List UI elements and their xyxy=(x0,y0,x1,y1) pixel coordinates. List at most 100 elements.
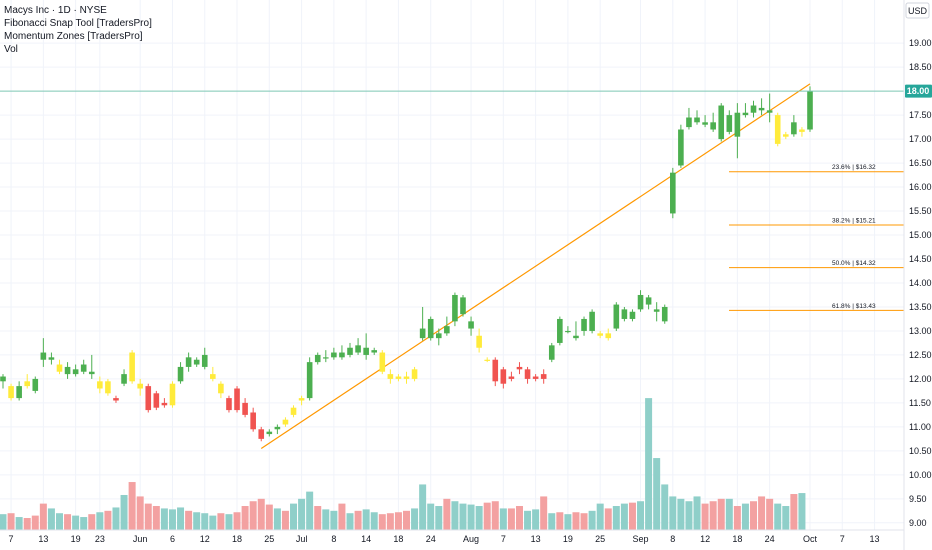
volume-bar xyxy=(403,510,410,530)
candle xyxy=(548,342,555,363)
fib-level-label: 38.2% | $15.21 xyxy=(832,217,876,224)
x-tick-label: 18 xyxy=(732,534,742,544)
candle xyxy=(145,383,152,413)
x-tick-label: 6 xyxy=(170,534,175,544)
chart-legend[interactable]: Macys Inc · 1D · NYSE Fibonacci Snap Too… xyxy=(4,4,152,56)
candle-body xyxy=(48,357,55,360)
currency-box[interactable] xyxy=(905,2,930,19)
candle-body xyxy=(185,357,192,367)
candle xyxy=(298,395,305,406)
legend-indicator-momentum[interactable]: Momentum Zones [TradersPro] xyxy=(4,31,143,42)
price-axis[interactable]: 9.00 9.50 10.00 10.50 11.00 11.50 12.00 12.50 13… xyxy=(909,38,932,528)
volume-bar xyxy=(15,517,23,530)
candle-body xyxy=(64,366,71,375)
candle xyxy=(452,292,458,327)
candle xyxy=(645,294,652,310)
candle xyxy=(48,352,55,365)
y-tick-label: 15.00 xyxy=(909,230,932,240)
volume-bar xyxy=(491,501,499,530)
candle-body xyxy=(694,117,700,123)
volume-bar xyxy=(524,510,532,530)
time-axis[interactable]: 7 13 19 23 Jun 6 12 18 25 Jul 8 14 18 24 Aug 7 13 19 25 Sep… xyxy=(9,534,880,544)
candle-body xyxy=(403,376,410,379)
candle xyxy=(314,352,321,365)
candle-body xyxy=(605,333,612,339)
volume-bar xyxy=(290,503,298,530)
candle-body xyxy=(0,376,6,382)
volume-bar xyxy=(741,503,749,530)
trendline xyxy=(260,83,811,449)
y-tick-label: 9.00 xyxy=(909,518,927,528)
candle-body xyxy=(500,369,507,384)
candle-body xyxy=(97,381,103,389)
candle xyxy=(766,93,773,123)
candle-body xyxy=(581,318,587,331)
candle-body xyxy=(387,374,394,379)
volume-bar xyxy=(80,517,88,530)
x-tick-label: 24 xyxy=(426,534,436,544)
volume-bar xyxy=(72,515,80,530)
candle xyxy=(573,321,579,341)
candle xyxy=(137,378,143,396)
candle xyxy=(411,366,418,382)
candle-body xyxy=(40,352,47,360)
volume-bar xyxy=(766,498,774,530)
candle-body xyxy=(282,419,289,425)
volume-bar xyxy=(435,506,443,530)
x-tick-label: 12 xyxy=(200,534,210,544)
x-tick-label: 18 xyxy=(393,534,403,544)
candle xyxy=(581,316,587,336)
legend-symbol[interactable]: Macys Inc · 1D · NYSE xyxy=(4,5,107,16)
y-tick-label: 17.00 xyxy=(909,134,932,144)
candle xyxy=(387,369,394,384)
candle xyxy=(201,347,208,370)
volume-bar xyxy=(120,494,128,530)
candle xyxy=(670,167,676,219)
legend-indicator-fib[interactable]: Fibonacci Snap Tool [TradersPro] xyxy=(4,18,152,29)
volume-bar xyxy=(790,494,798,530)
volume-bar xyxy=(306,491,314,530)
candle-body xyxy=(323,357,329,359)
fibonacci-levels: 23.6% | $16.32 38.2% | $15.21 50.0% | $14.… xyxy=(729,164,904,311)
y-tick-label: 15.50 xyxy=(909,206,932,216)
candle xyxy=(250,407,256,432)
volume-bar xyxy=(55,513,63,530)
volume-bar xyxy=(580,513,588,530)
candle-body xyxy=(670,172,676,214)
volume-bar xyxy=(725,498,733,530)
candle xyxy=(774,112,781,147)
candle-body xyxy=(476,335,482,348)
volume-bar xyxy=(564,514,572,530)
candle xyxy=(218,381,224,399)
candle-body xyxy=(782,134,789,137)
candle-body xyxy=(121,374,127,384)
volume-bar xyxy=(144,503,152,530)
candle xyxy=(791,115,797,137)
candle-body xyxy=(80,364,87,372)
currency-label: USD xyxy=(908,6,928,16)
volume-bar xyxy=(733,506,741,530)
candle xyxy=(363,333,369,360)
candle-body xyxy=(347,347,353,355)
y-tick-label: 12.50 xyxy=(909,350,932,360)
volume-bar xyxy=(774,503,782,530)
candle-body xyxy=(88,371,95,375)
candle xyxy=(16,381,22,401)
candle xyxy=(185,352,192,372)
volume-bar xyxy=(701,503,709,530)
y-tick-label: 10.50 xyxy=(909,446,932,456)
volume-bar xyxy=(193,512,201,530)
volume-bar xyxy=(64,514,72,530)
legend-indicator-vol[interactable]: Vol xyxy=(4,44,18,55)
volume-bar xyxy=(96,512,104,530)
candle xyxy=(371,347,378,355)
candle-body xyxy=(807,91,813,130)
candlesticks xyxy=(0,86,813,442)
candle-body xyxy=(210,374,216,379)
candle-body xyxy=(177,366,184,382)
candle-body xyxy=(557,318,563,343)
volume-bar xyxy=(653,458,661,530)
candle-body xyxy=(435,333,442,339)
